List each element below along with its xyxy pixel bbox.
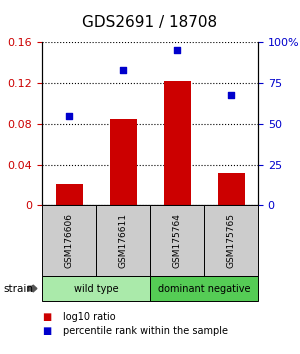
- Point: [175, 47, 179, 52]
- Text: GSM176611: GSM176611: [118, 213, 127, 268]
- Text: GDS2691 / 18708: GDS2691 / 18708: [82, 15, 218, 30]
- Bar: [218, 173, 244, 205]
- Text: GSM176606: GSM176606: [64, 213, 74, 268]
- Text: strain: strain: [3, 284, 33, 293]
- Text: wild type: wild type: [74, 284, 118, 293]
- Bar: [110, 119, 136, 205]
- Point: [229, 93, 233, 98]
- Text: ■: ■: [42, 326, 51, 336]
- Point: [121, 67, 125, 73]
- Point: [67, 113, 71, 119]
- Text: percentile rank within the sample: percentile rank within the sample: [63, 326, 228, 336]
- Text: ■: ■: [42, 312, 51, 322]
- Text: GSM175765: GSM175765: [226, 213, 236, 268]
- Text: log10 ratio: log10 ratio: [63, 312, 116, 322]
- Bar: [56, 184, 82, 205]
- Text: GSM175764: GSM175764: [172, 213, 182, 268]
- Bar: [164, 81, 190, 205]
- Text: dominant negative: dominant negative: [158, 284, 250, 293]
